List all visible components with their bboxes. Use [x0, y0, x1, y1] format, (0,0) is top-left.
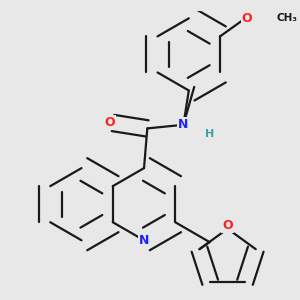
Text: N: N [178, 118, 189, 131]
Text: H: H [205, 129, 214, 139]
Text: O: O [104, 116, 115, 130]
Text: O: O [242, 12, 252, 25]
Text: O: O [222, 219, 233, 232]
Text: CH₃: CH₃ [276, 13, 297, 23]
Text: N: N [139, 234, 149, 247]
